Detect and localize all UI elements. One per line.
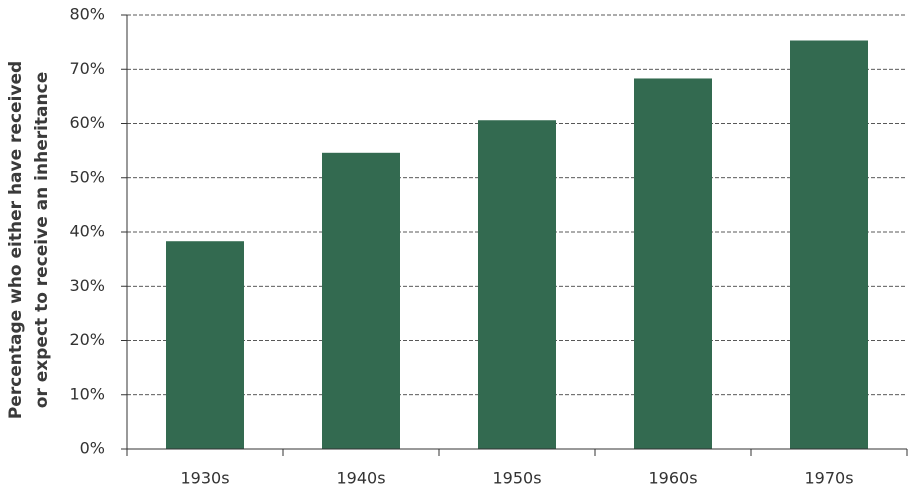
x-tick-label: 1940s xyxy=(336,469,385,488)
y-tick-label: 80% xyxy=(69,5,105,24)
bar xyxy=(322,152,400,450)
y-tick-label: 40% xyxy=(69,222,105,241)
y-tick-label: 0% xyxy=(80,439,105,458)
bar xyxy=(790,40,868,450)
bar xyxy=(634,78,712,449)
y-tick-label: 50% xyxy=(69,167,105,186)
y-tick-label: 10% xyxy=(69,384,105,403)
x-tick-label: 1930s xyxy=(180,469,229,488)
y-tick-label: 20% xyxy=(69,330,105,349)
y-axis-title: Percentage who either have received or e… xyxy=(6,61,52,419)
y-tick-label: 70% xyxy=(69,59,105,78)
y-axis-title-line: Percentage who either have received xyxy=(6,61,26,419)
y-tick-label: 30% xyxy=(69,276,105,295)
x-tick-label: 1970s xyxy=(804,469,853,488)
y-axis-title-line: or expect to receive an inheritance xyxy=(32,72,52,408)
bar xyxy=(478,120,556,450)
bar xyxy=(166,241,244,449)
x-tick-label: 1950s xyxy=(492,469,541,488)
x-tick-label: 1960s xyxy=(648,469,697,488)
y-tick-label: 60% xyxy=(69,113,105,132)
